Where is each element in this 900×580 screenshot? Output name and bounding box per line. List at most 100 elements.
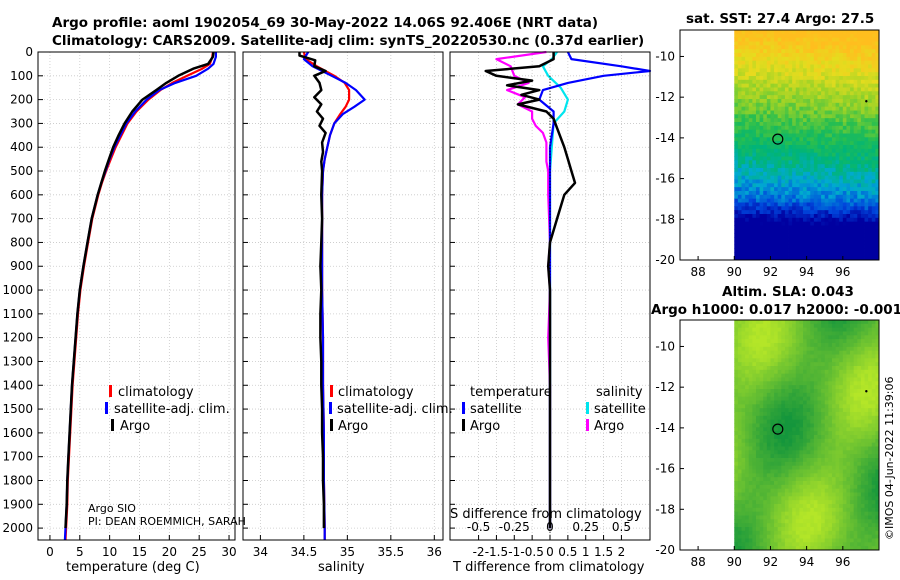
map-cell [828, 56, 833, 62]
map-cell [755, 527, 760, 532]
map-cell [846, 237, 851, 242]
map-cell [821, 79, 826, 85]
map-cell [850, 37, 855, 42]
map-cell [810, 392, 815, 398]
map-cell [799, 210, 804, 215]
map-cell [875, 530, 880, 536]
map-cell [792, 369, 797, 375]
map-cell [860, 64, 865, 69]
map-cell [752, 408, 757, 413]
map-cell [821, 423, 826, 428]
map-cell [806, 354, 811, 359]
map-cell [850, 519, 855, 524]
map-cell [745, 373, 750, 378]
map-cell [763, 481, 768, 486]
map-cell [792, 454, 797, 459]
map-cell [784, 511, 789, 516]
plot-area [38, 52, 235, 540]
map-cell [871, 30, 876, 35]
map-cell [799, 240, 804, 246]
map-cell [799, 446, 804, 451]
map-cell [781, 168, 786, 173]
map-cell [813, 504, 818, 509]
map-cell [817, 118, 822, 123]
map-cell [831, 500, 836, 505]
map-cell [875, 488, 880, 493]
map-cell [748, 392, 753, 398]
map-cell [770, 530, 775, 536]
map-cell [741, 465, 746, 470]
map-cell [813, 323, 818, 329]
map-cell [792, 30, 797, 35]
map-cell [766, 423, 771, 428]
map-cell [846, 343, 851, 348]
map-cell [770, 354, 775, 359]
map-cell [755, 87, 760, 92]
map-cell [766, 323, 771, 329]
map-cell [868, 507, 873, 513]
map-cell [781, 87, 786, 92]
depth-tick-label: 200 [10, 93, 33, 107]
map-cell [875, 519, 880, 524]
map-cell [755, 331, 760, 336]
map-cell [857, 156, 862, 161]
map-cell [857, 129, 862, 134]
map-cell [821, 446, 826, 451]
map-cell [857, 37, 862, 42]
map-cell [799, 56, 804, 62]
map-cell [788, 461, 793, 467]
map-cell [860, 446, 865, 451]
map-cell [748, 76, 753, 81]
map-cell [864, 141, 869, 146]
map-cell [792, 198, 797, 203]
map-cell [871, 408, 876, 413]
map-cell [752, 488, 757, 493]
map-cell [770, 217, 775, 223]
map-cell [748, 33, 753, 39]
map-cell [846, 320, 851, 325]
map-cell [813, 87, 818, 92]
map-cell [813, 343, 818, 348]
map-cell [784, 217, 789, 223]
map-cell [734, 95, 739, 100]
map-cell [741, 187, 746, 192]
map-cell [846, 233, 851, 238]
map-cell [770, 68, 775, 73]
map-cell [741, 64, 746, 69]
map-cell [792, 64, 797, 69]
map-cell [868, 41, 873, 46]
map-cell [875, 346, 880, 352]
map-cell [817, 217, 822, 223]
map-cell [828, 431, 833, 436]
map-cell [875, 60, 880, 65]
map-cell [821, 515, 826, 520]
map-cell [770, 110, 775, 115]
map-cell [788, 122, 793, 127]
map-cell [770, 438, 775, 444]
map-cell [803, 191, 808, 196]
map-cell [806, 423, 811, 428]
map-cell [846, 484, 851, 490]
map-cell [810, 56, 815, 62]
map-cell [795, 256, 800, 261]
map-cell [839, 346, 844, 352]
map-cell [813, 206, 818, 211]
map-cell [839, 354, 844, 359]
map-cell [784, 373, 789, 378]
map-cell [846, 248, 851, 253]
map-cell [745, 335, 750, 340]
map-cell [770, 484, 775, 490]
map-cell [737, 202, 742, 207]
map-cell [868, 423, 873, 428]
map-cell [759, 511, 764, 516]
map-cell [734, 366, 739, 371]
map-cell [784, 237, 789, 242]
map-cell [810, 152, 815, 157]
map-cell [788, 519, 793, 524]
map-cell [821, 217, 826, 223]
map-cell [817, 30, 822, 35]
map-cell [842, 95, 847, 100]
map-cell [821, 496, 826, 501]
map-cell [850, 252, 855, 257]
map-cell [853, 91, 858, 96]
